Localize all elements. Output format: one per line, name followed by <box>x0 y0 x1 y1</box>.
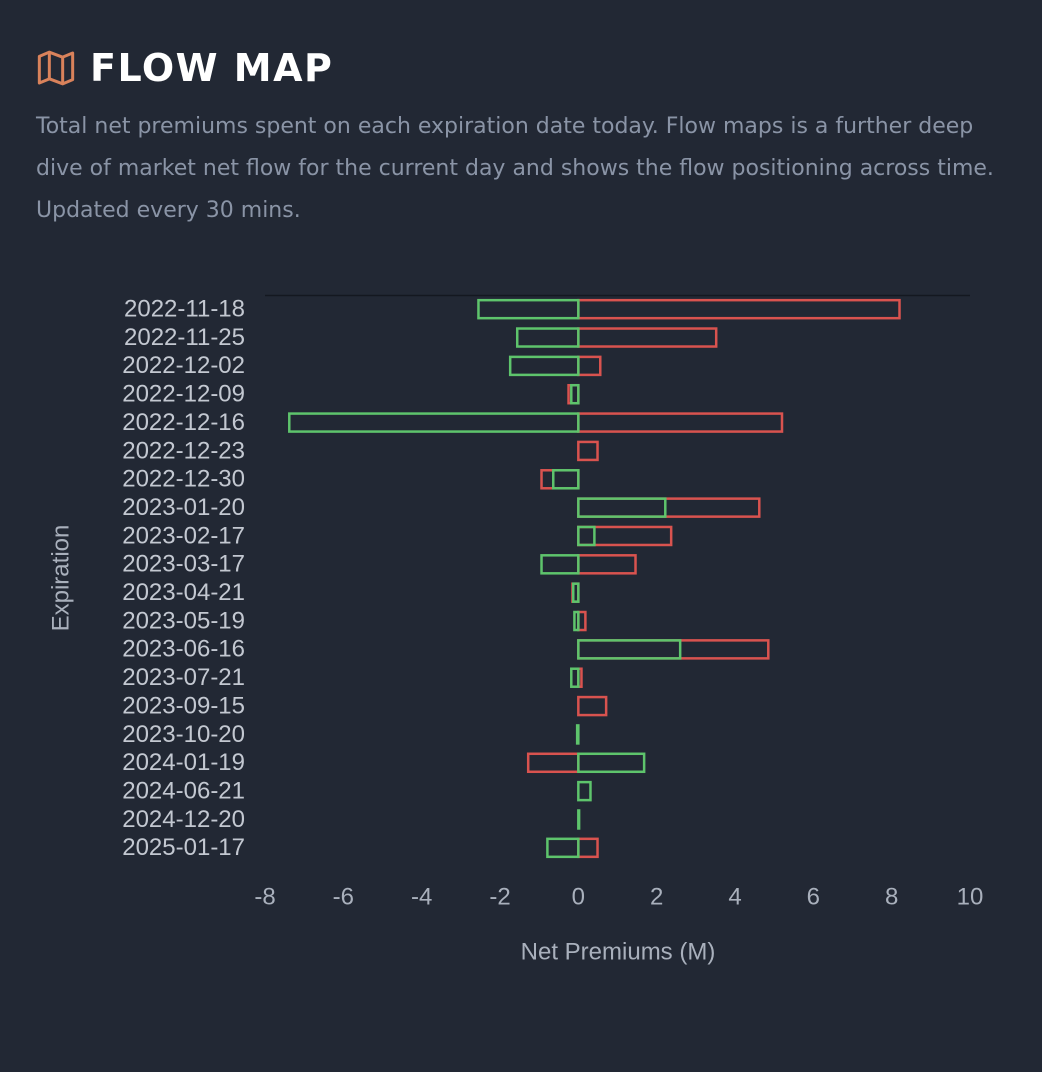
bar <box>570 667 580 688</box>
x-tick-label: -6 <box>333 883 354 910</box>
x-tick-label: 4 <box>728 883 741 910</box>
header: FLOW MAP <box>36 46 333 90</box>
bar <box>526 752 580 774</box>
bar <box>577 837 599 859</box>
y-tick-label: 2024-06-21 <box>122 777 245 804</box>
y-tick-label: 2022-12-16 <box>122 409 245 436</box>
y-tick-label: 2023-06-16 <box>122 636 245 663</box>
y-tick-label: 2024-01-19 <box>122 749 245 776</box>
x-tick-label: -2 <box>489 883 510 910</box>
y-tick-label: 2023-04-21 <box>122 579 245 606</box>
bar <box>570 383 580 405</box>
y-tick-label: 2023-02-17 <box>122 522 245 549</box>
y-tick-label: 2023-09-15 <box>122 692 245 719</box>
bar <box>515 327 580 348</box>
x-tick-label: 6 <box>807 883 820 910</box>
bar <box>577 639 682 660</box>
y-tick-label: 2023-05-19 <box>122 607 245 634</box>
y-axis-label: Expiration <box>47 525 74 632</box>
x-tick-label: 8 <box>885 883 898 910</box>
bar <box>546 837 580 859</box>
bar <box>288 412 580 433</box>
bar <box>577 497 761 518</box>
bar <box>567 383 580 405</box>
map-icon <box>37 50 75 86</box>
x-axis-label: Net Premiums (M) <box>521 938 716 965</box>
y-tick-label: 2022-12-23 <box>122 437 245 464</box>
bar <box>577 497 667 518</box>
y-tick-label: 2023-03-17 <box>122 551 245 578</box>
y-tick-label: 2024-12-20 <box>122 806 245 833</box>
y-tick-label: 2023-07-21 <box>122 664 245 691</box>
y-tick-label: 2022-11-25 <box>124 324 245 351</box>
bar <box>477 298 580 320</box>
bar <box>577 809 581 830</box>
bar <box>577 412 784 433</box>
bar <box>573 610 580 632</box>
bar <box>577 752 646 774</box>
bar <box>577 780 592 802</box>
bar <box>577 298 901 320</box>
y-tick-label: 2025-01-17 <box>122 834 245 861</box>
bar <box>577 525 596 547</box>
bar <box>575 724 580 745</box>
bar <box>508 355 580 377</box>
bar <box>577 639 770 660</box>
bar <box>577 440 599 462</box>
x-tick-label: -8 <box>254 883 275 910</box>
y-tick-label: 2022-12-09 <box>122 381 245 408</box>
bar <box>577 554 637 575</box>
bar <box>577 327 718 348</box>
bar <box>577 355 602 377</box>
x-tick-label: 10 <box>957 883 984 910</box>
x-tick-label: -4 <box>411 883 432 910</box>
bar <box>540 469 580 490</box>
bar <box>552 469 580 490</box>
y-tick-label: 2023-01-20 <box>122 494 245 521</box>
bar <box>577 525 673 547</box>
y-tick-label: 2022-12-30 <box>122 466 245 493</box>
bar <box>577 695 608 717</box>
title: FLOW MAP <box>90 46 334 90</box>
y-tick-label: 2023-10-20 <box>122 721 245 748</box>
bar <box>571 582 580 603</box>
x-tick-label: 2 <box>650 883 663 910</box>
bar <box>540 554 580 575</box>
y-tick-label: 2022-12-02 <box>122 352 245 379</box>
x-tick-label: 0 <box>572 883 585 910</box>
description: Total net premiums spent on each expirat… <box>36 114 994 223</box>
y-tick-label: 2022-11-18 <box>124 296 245 323</box>
